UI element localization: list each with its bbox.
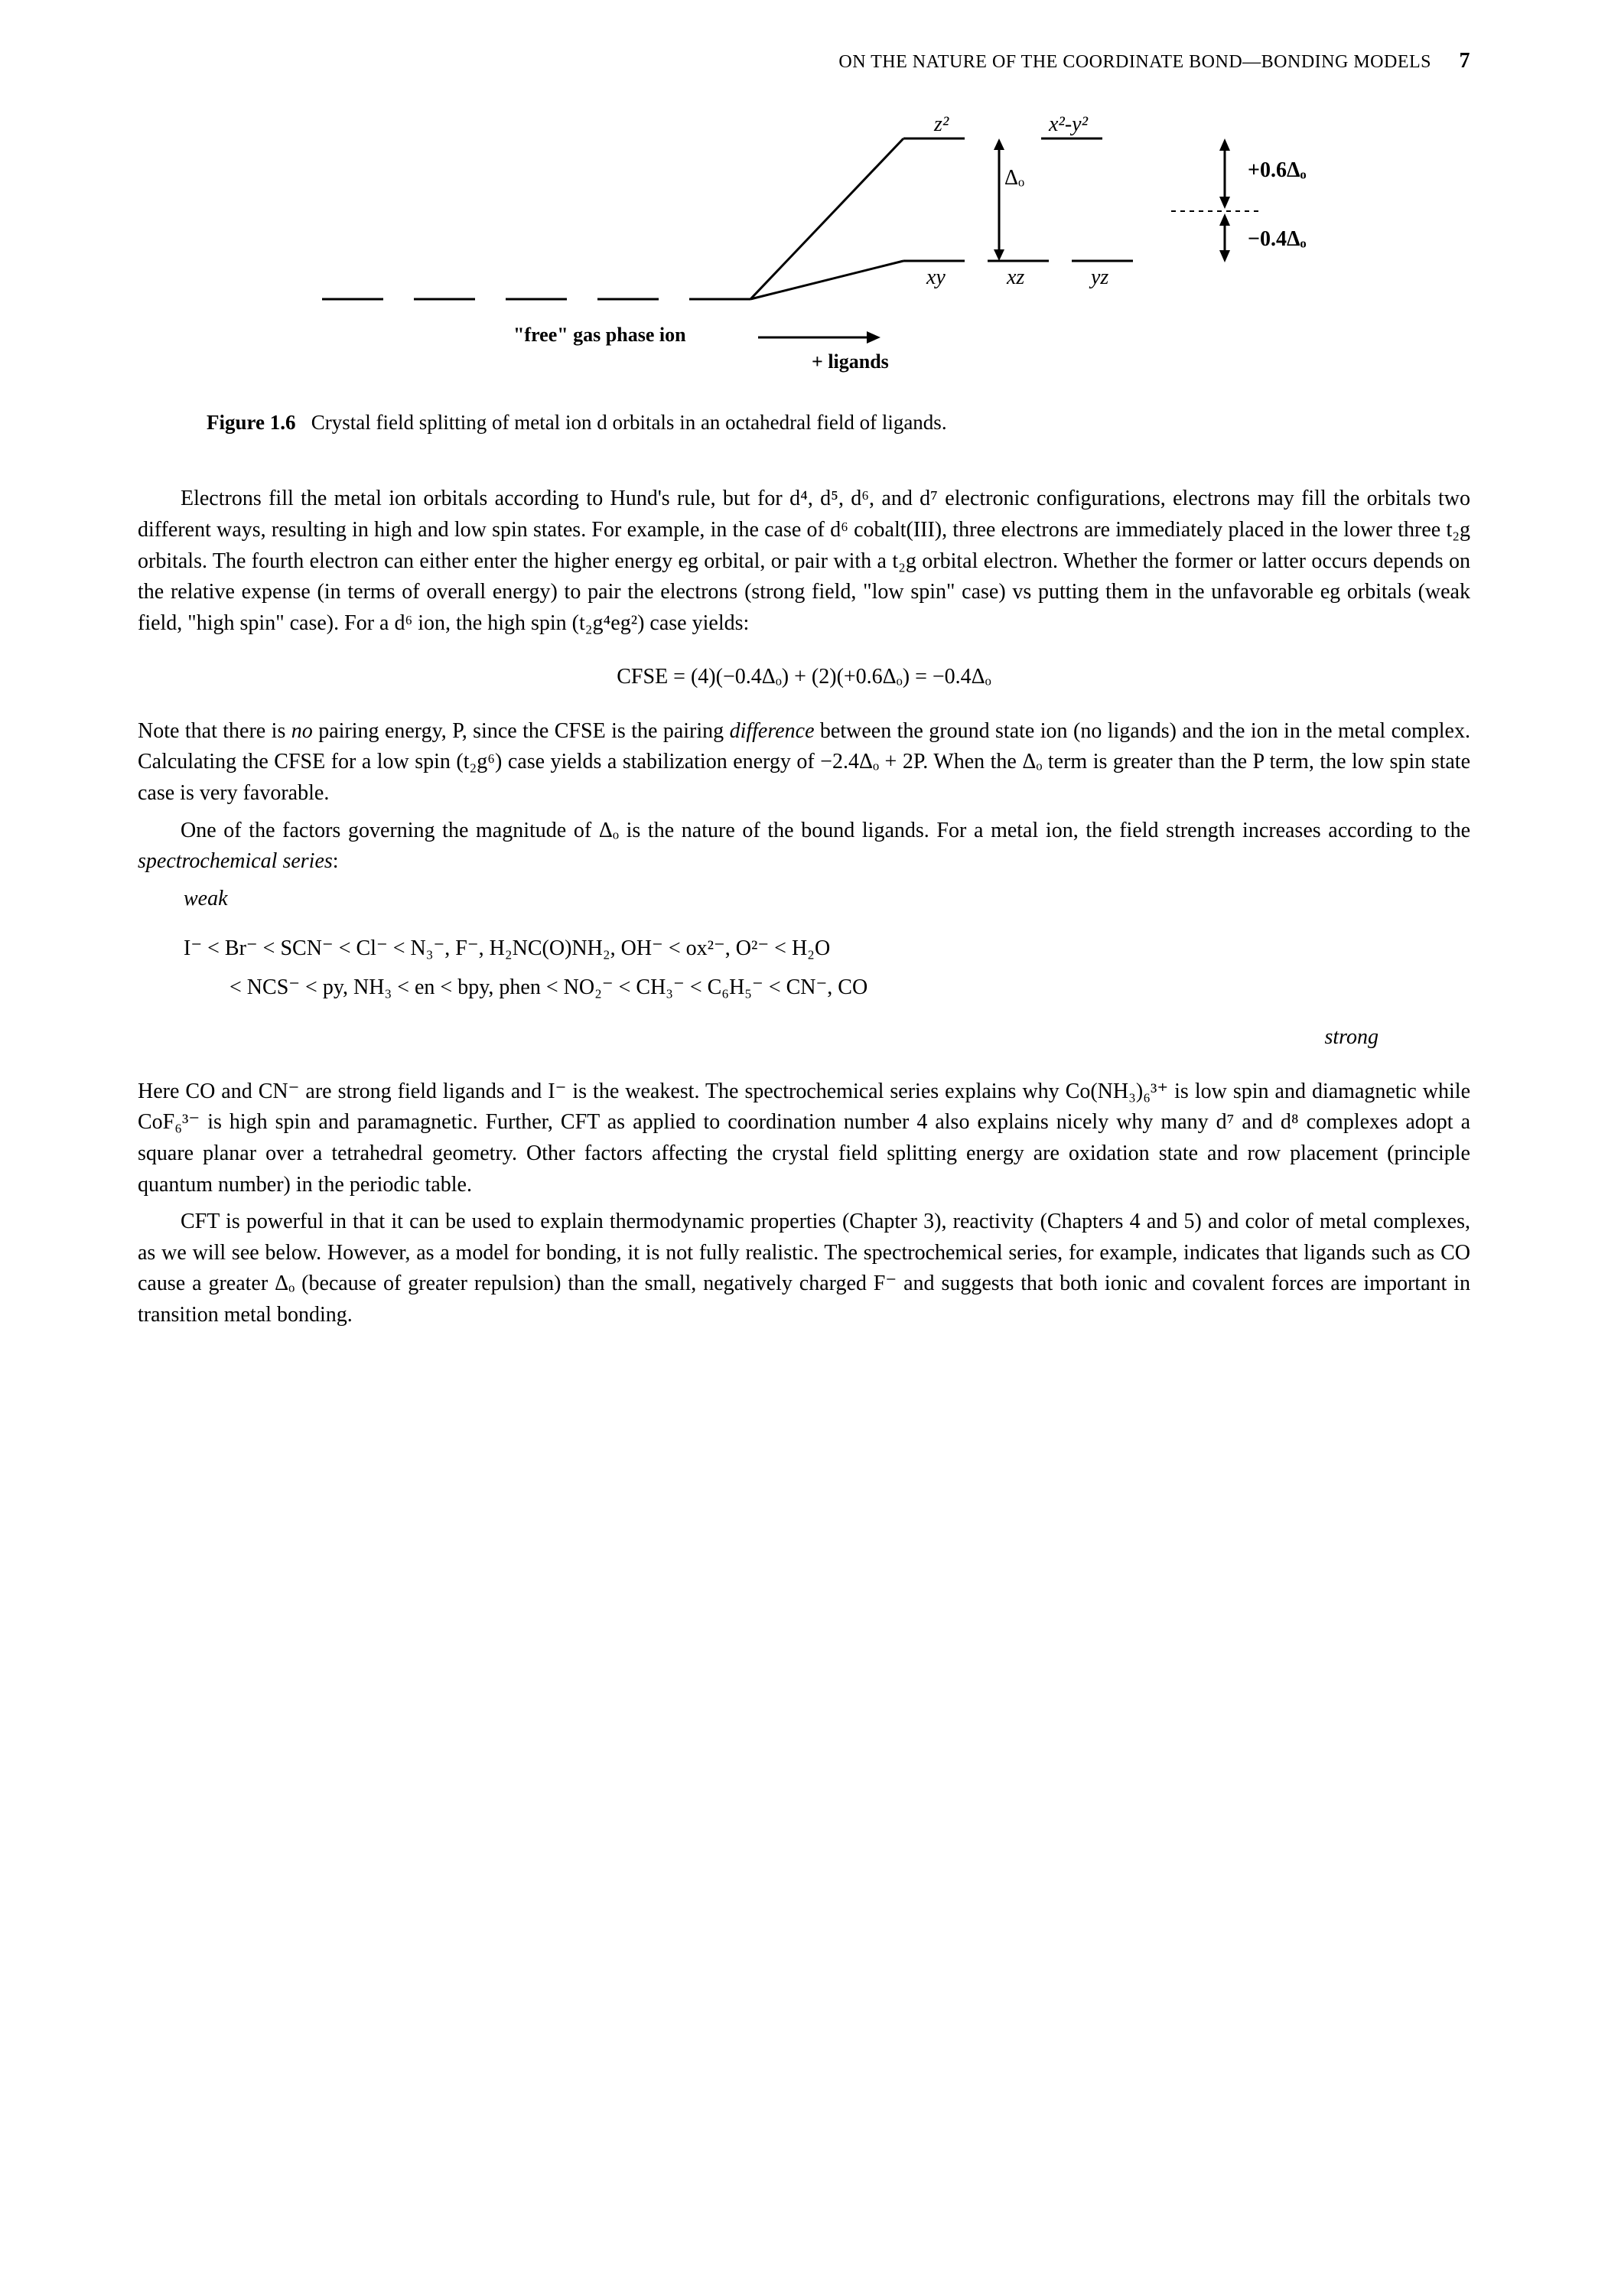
running-header: ON THE NATURE OF THE COORDINATE BOND—BON…: [138, 46, 1470, 77]
crystal-field-diagram: z² x²-y² Δₒ xy xz yz +0.6Δₒ −0.4Δₒ "free…: [269, 108, 1339, 383]
series-line-1: I⁻ < Br⁻ < SCN⁻ < Cl⁻ < N₃⁻, F⁻, H₂NC(O)…: [184, 930, 1470, 968]
equation-cfse: CFSE = (4)(−0.4Δₒ) + (2)(+0.6Δₒ) = −0.4Δ…: [138, 662, 1470, 693]
orbital-z2: z²: [933, 112, 949, 136]
paragraph-5: CFT is powerful in that it can be used t…: [138, 1207, 1470, 1330]
figure-caption-text: Crystal field splitting of metal ion d o…: [311, 411, 947, 434]
series-weak-label: weak: [184, 884, 1470, 915]
para2-b: pairing energy, P, since the CFSE is the…: [313, 719, 730, 743]
paragraph-1: Electrons fill the metal ion orbitals ac…: [138, 484, 1470, 639]
energy-up-label: +0.6Δₒ: [1248, 158, 1307, 182]
spectrochemical-series: I⁻ < Br⁻ < SCN⁻ < Cl⁻ < N₃⁻, F⁻, H₂NC(O)…: [184, 930, 1470, 1007]
orbital-xy: xy: [926, 265, 946, 289]
series-strong-label: strong: [138, 1022, 1379, 1054]
figure-number: Figure 1.6: [207, 411, 296, 434]
page-number: 7: [1460, 49, 1471, 73]
delta-o-label: Δₒ: [1004, 166, 1024, 190]
para3-em: spectrochemical series: [138, 849, 333, 873]
figure-1-6: z² x²-y² Δₒ xy xz yz +0.6Δₒ −0.4Δₒ "free…: [269, 108, 1339, 393]
orbital-yz: yz: [1089, 265, 1108, 289]
para2-no: no: [291, 719, 313, 743]
energy-down-label: −0.4Δₒ: [1248, 227, 1307, 251]
orbital-xz: xz: [1006, 265, 1024, 289]
free-ion-label: "free" gas phase ion: [513, 324, 686, 346]
series-line-2: < NCS⁻ < py, NH₃ < en < bpy, phen < NO₂⁻…: [229, 969, 1470, 1007]
paragraph-2: Note that there is no pairing energy, P,…: [138, 716, 1470, 809]
plus-ligands-label: + ligands: [812, 350, 889, 373]
para2-diff: difference: [730, 719, 815, 743]
figure-caption: Figure 1.6 Crystal field splitting of me…: [207, 408, 1470, 438]
running-title: ON THE NATURE OF THE COORDINATE BOND—BON…: [838, 52, 1431, 72]
para3-a: One of the factors governing the magnitu…: [181, 819, 1470, 842]
orbital-x2y2: x²-y²: [1048, 112, 1089, 136]
para3-b: :: [333, 849, 339, 873]
paragraph-3: One of the factors governing the magnitu…: [138, 816, 1470, 878]
paragraph-4: Here CO and CN⁻ are strong field ligands…: [138, 1076, 1470, 1200]
para2-a: Note that there is: [138, 719, 291, 743]
